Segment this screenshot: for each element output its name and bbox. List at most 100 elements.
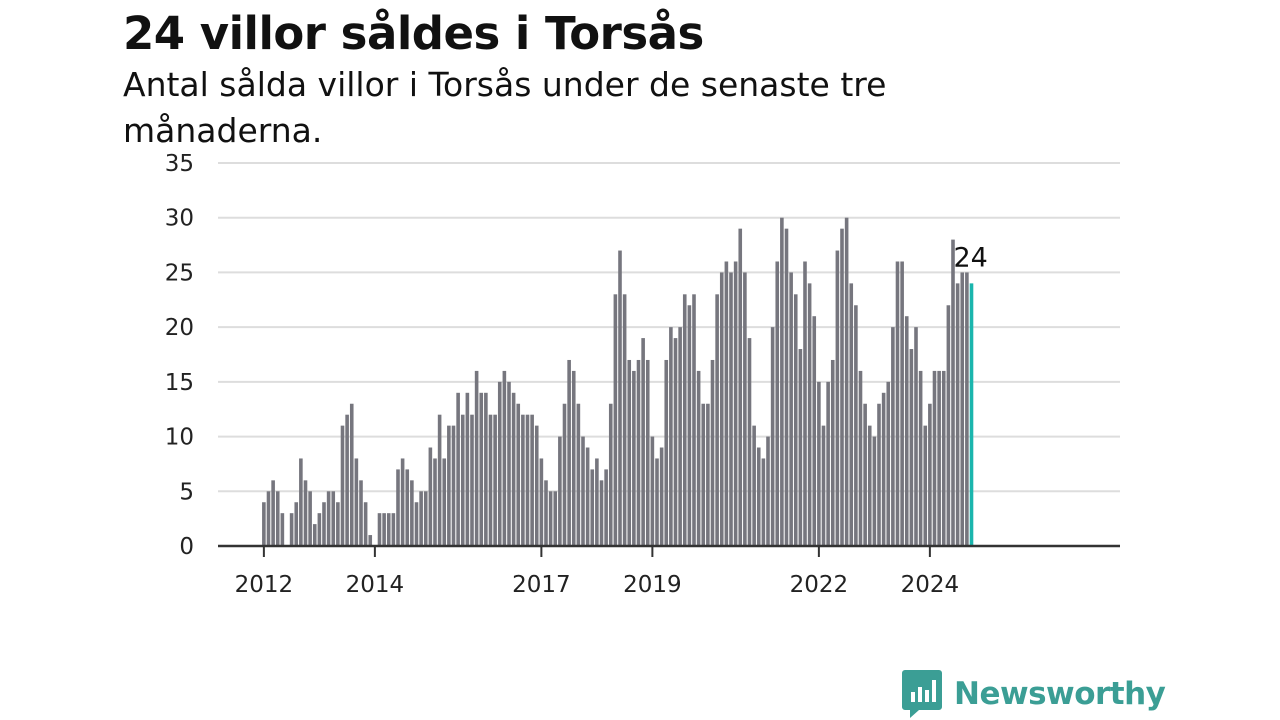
bar [807,283,812,546]
bar [363,502,368,546]
bar [562,403,567,546]
bar [696,370,701,546]
bar [303,480,308,546]
bar [405,469,410,546]
bar [345,414,349,546]
bar [608,403,613,546]
bar [849,283,854,546]
bar [544,480,548,546]
x-tick-label: 2014 [346,572,405,598]
bar [840,228,844,546]
bar [534,425,539,546]
bar [437,414,442,546]
bar [784,228,789,546]
bar [275,491,280,546]
bar [803,261,807,546]
bar [914,327,918,546]
bar [682,294,687,546]
bar [400,458,405,546]
bar [262,502,266,546]
bar [271,480,275,546]
bar [872,436,877,546]
bar [312,524,317,546]
bar [391,513,396,546]
x-tick-label: 2019 [623,572,682,598]
bar [854,305,858,546]
bars [262,217,974,547]
bar [525,414,530,546]
bar [507,381,511,546]
bar [451,425,456,546]
bar [844,217,849,546]
bar [377,513,382,546]
bar [567,359,571,546]
bar [798,349,803,546]
bar [433,458,437,546]
bar [289,513,294,546]
bar [775,261,780,546]
bar [941,370,946,546]
bar [516,403,521,546]
bar [877,403,881,546]
y-tick-label: 25 [165,260,194,286]
bar [484,392,488,546]
bar [701,403,706,546]
bar [340,425,345,546]
chart-subtitle: Antal sålda villor i Torsås under de sen… [123,65,887,150]
x-axis: 2012 2014 2017 2019 2022 2024 [218,544,1120,598]
y-tick-label: 15 [165,370,194,396]
bar [308,491,312,546]
bar [590,469,595,546]
x-tick-label: 2022 [790,572,849,598]
x-tick-label: 2017 [512,572,571,598]
bar [738,228,743,546]
bar [317,513,322,546]
bar [497,381,502,546]
bar [761,458,766,546]
bar [835,250,840,547]
bar [539,458,544,546]
bar [747,338,752,546]
bar [581,436,585,546]
y-tick-label: 35 [165,151,194,177]
x-tick-label: 2012 [235,572,294,598]
bar [826,381,830,546]
bar [706,403,710,546]
bar [336,502,340,546]
bar [766,436,770,546]
bar [687,305,692,546]
bar [937,370,941,546]
bar [830,359,835,546]
bar [724,261,729,546]
bar [715,294,719,546]
bar [960,272,965,546]
bar [410,480,414,546]
bar [386,513,391,546]
last-value-label: 24 [954,242,988,273]
newsworthy-logo-text: Newsworthy [954,676,1166,712]
chart-title: 24 villor såldes i Torsås [123,7,704,60]
bar [613,294,618,546]
bar [294,502,299,546]
bar [530,414,534,546]
bar [770,327,775,546]
bar [664,359,669,546]
bar [622,294,627,546]
bar [918,370,923,546]
bar [423,491,428,546]
bar [521,414,525,546]
bar [951,239,955,546]
bar [474,370,479,546]
bar [743,272,747,546]
bar [886,381,891,546]
newsworthy-logo: Newsworthy [902,670,1166,718]
bar [419,491,423,546]
bar [354,458,359,546]
gridlines [218,162,1120,493]
bar [322,502,326,546]
bar [368,535,373,546]
bar [812,316,817,546]
bar [891,327,895,546]
bar [729,272,733,546]
